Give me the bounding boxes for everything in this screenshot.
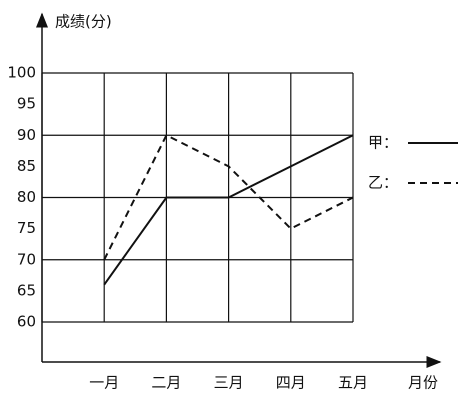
y-tick-label: 85 — [17, 157, 36, 175]
y-tick-label: 100 — [7, 64, 36, 82]
y-axis-label: 成绩(分) — [55, 13, 112, 31]
x-tick-label: 一月 — [89, 374, 119, 392]
series-line — [103, 133, 354, 261]
y-tick-label: 95 — [17, 95, 36, 113]
y-tick-label: 70 — [17, 250, 36, 268]
y-tick-label: 75 — [17, 219, 36, 237]
legend-label: 乙： — [368, 174, 398, 192]
y-tick-label: 90 — [17, 126, 36, 144]
legend-label: 甲： — [368, 134, 398, 152]
x-tick-label: 二月 — [151, 374, 181, 392]
x-tick-label: 四月 — [276, 374, 306, 392]
x-tick-label: 五月 — [338, 374, 368, 392]
x-tick-label: 三月 — [214, 374, 244, 392]
y-tick-label: 60 — [17, 313, 36, 331]
y-tick-label: 65 — [17, 281, 36, 299]
y-tick-label: 80 — [17, 188, 36, 206]
series-line — [103, 134, 354, 286]
x-axis-label: 月份 — [408, 374, 438, 392]
